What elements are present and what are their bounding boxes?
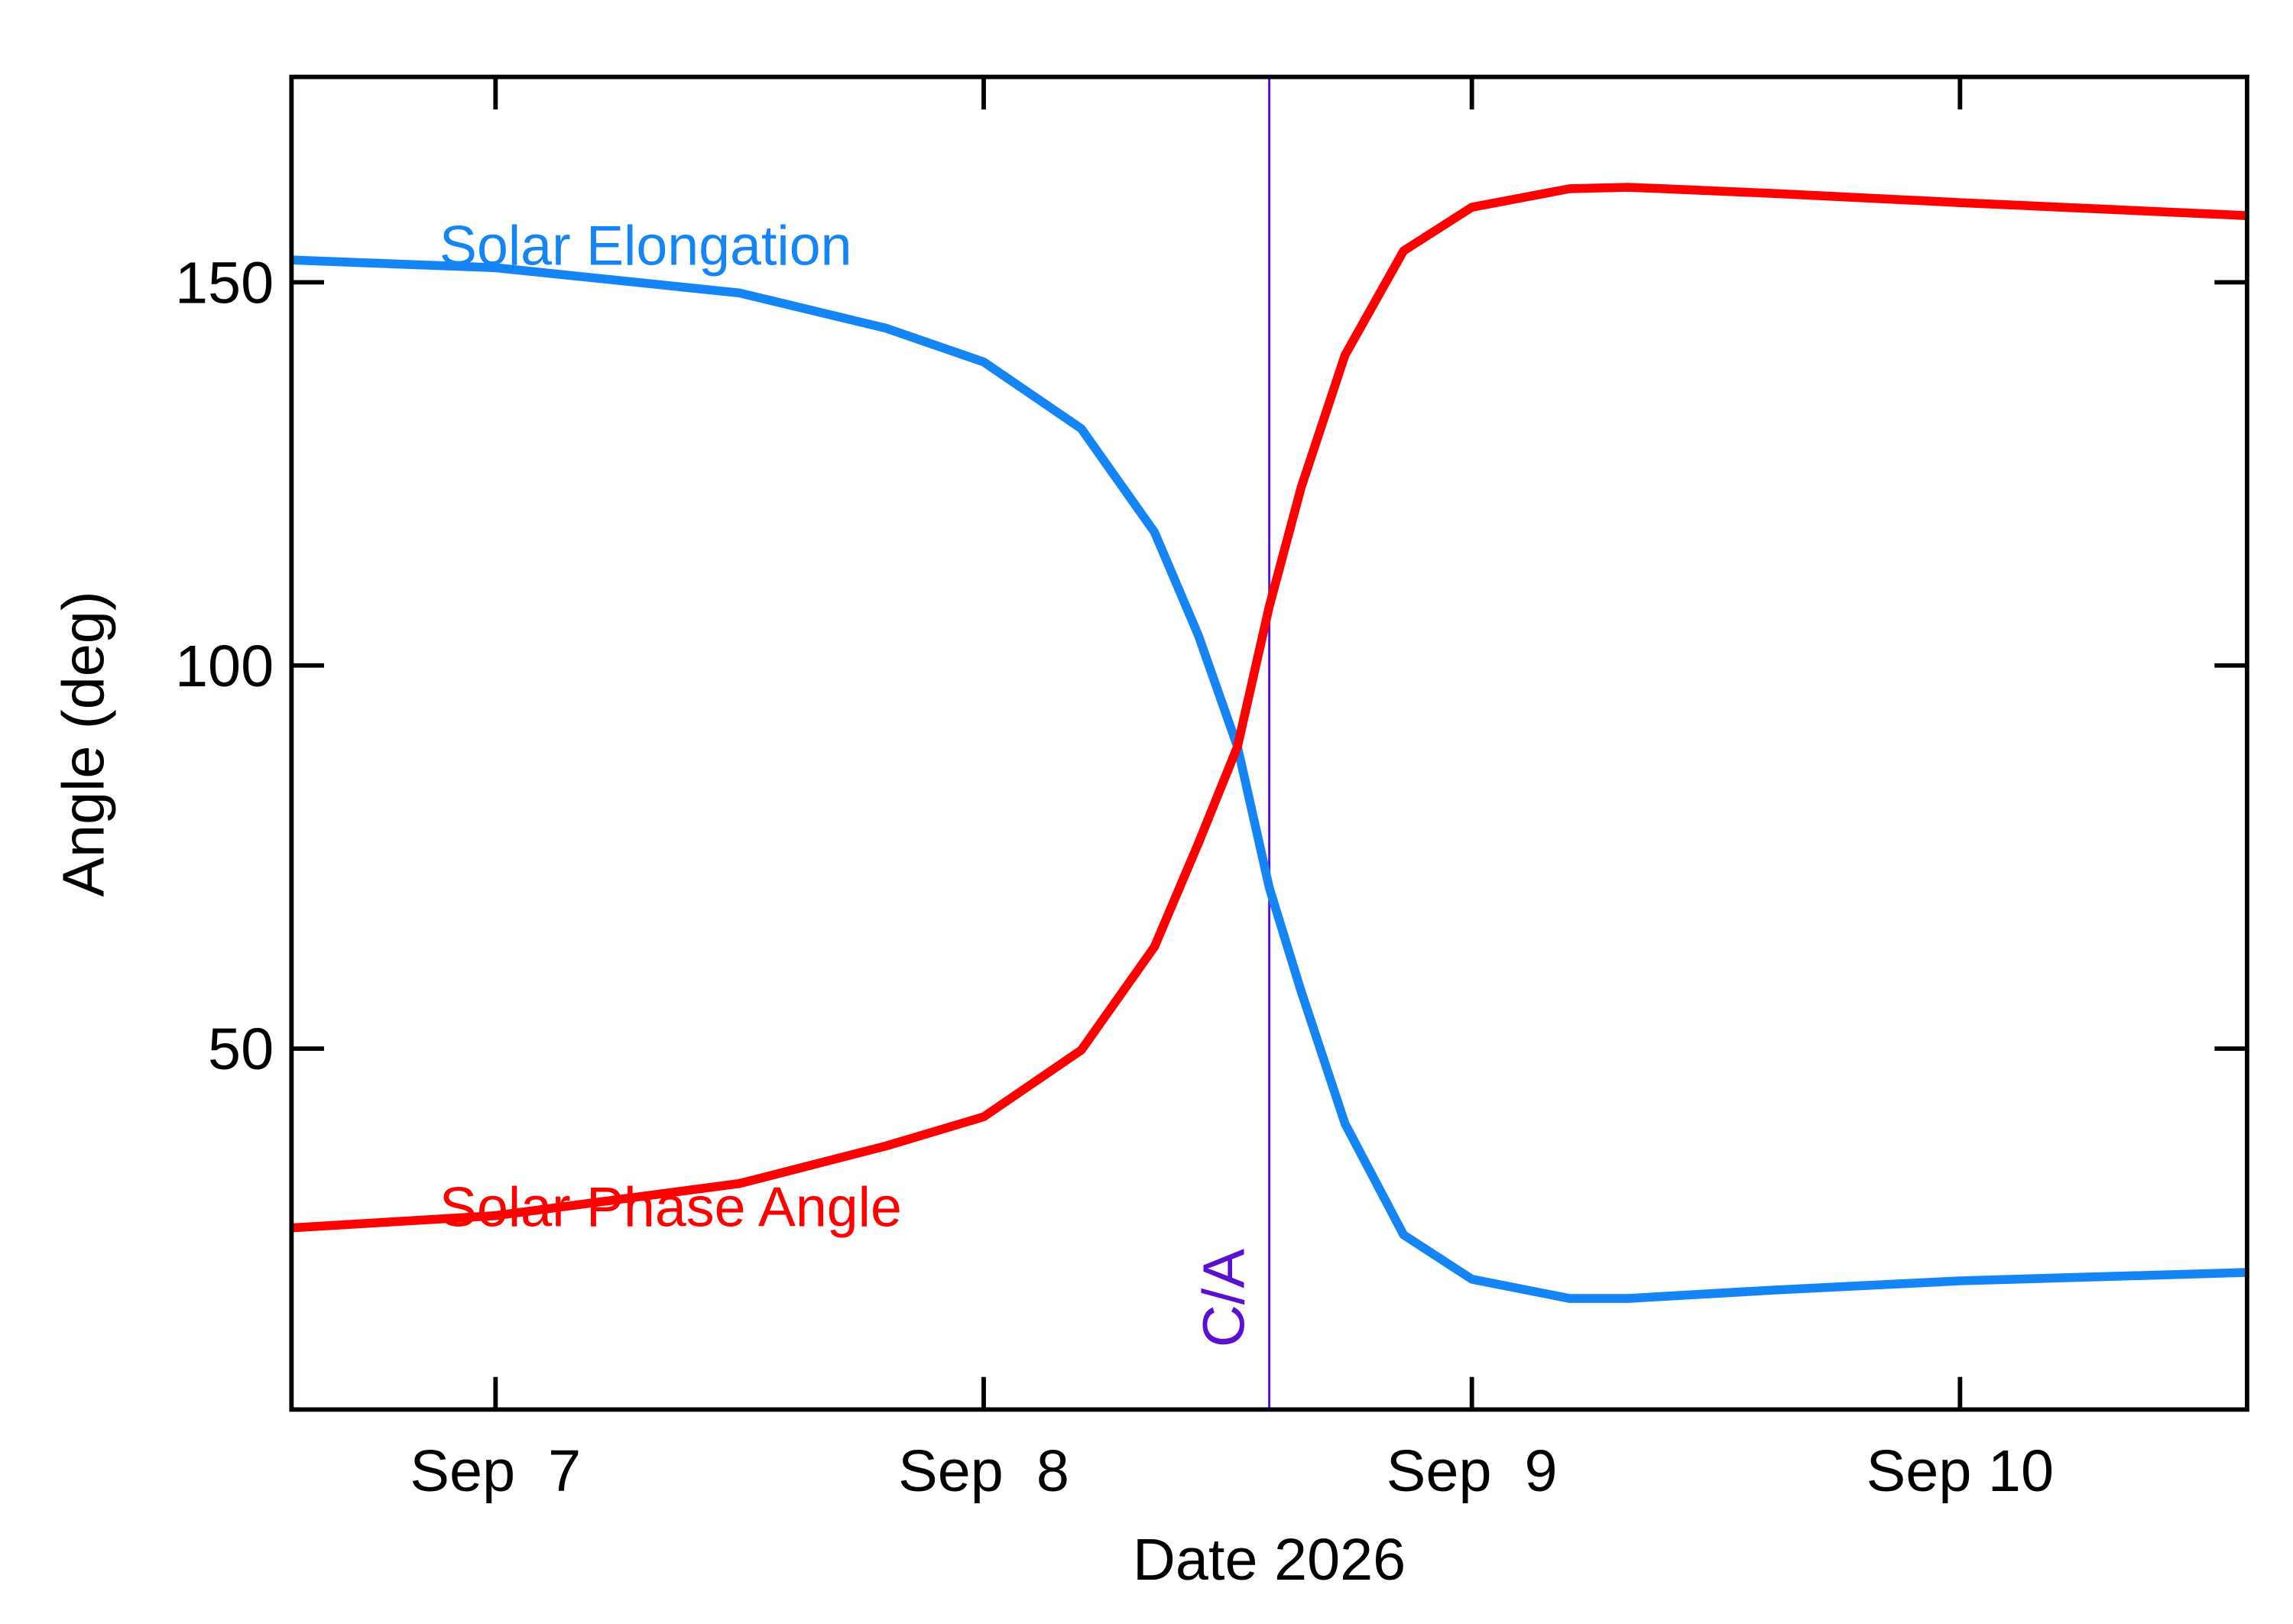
y-tick-label: 50 (208, 1016, 274, 1082)
x-tick-label: Sep 10 (1867, 1438, 2054, 1504)
series-line (291, 255, 2248, 1303)
x-tick-label: Sep 7 (410, 1438, 581, 1504)
x-axis-label: Date 2026 (1133, 1527, 1406, 1593)
y-axis-label: Angle (deg) (51, 591, 117, 896)
x-tick-label: Sep 8 (898, 1438, 1069, 1504)
x-tick-label: Sep 9 (1387, 1438, 1558, 1504)
closest-approach-label: C/A (1192, 1249, 1257, 1347)
y-tick-label: 150 (175, 250, 274, 316)
series-label: Solar Elongation (439, 213, 852, 277)
series-label: Solar Phase Angle (439, 1175, 902, 1238)
series-line (291, 183, 2248, 1233)
y-tick-label: 100 (175, 634, 274, 699)
plot-frame (289, 74, 2249, 1412)
